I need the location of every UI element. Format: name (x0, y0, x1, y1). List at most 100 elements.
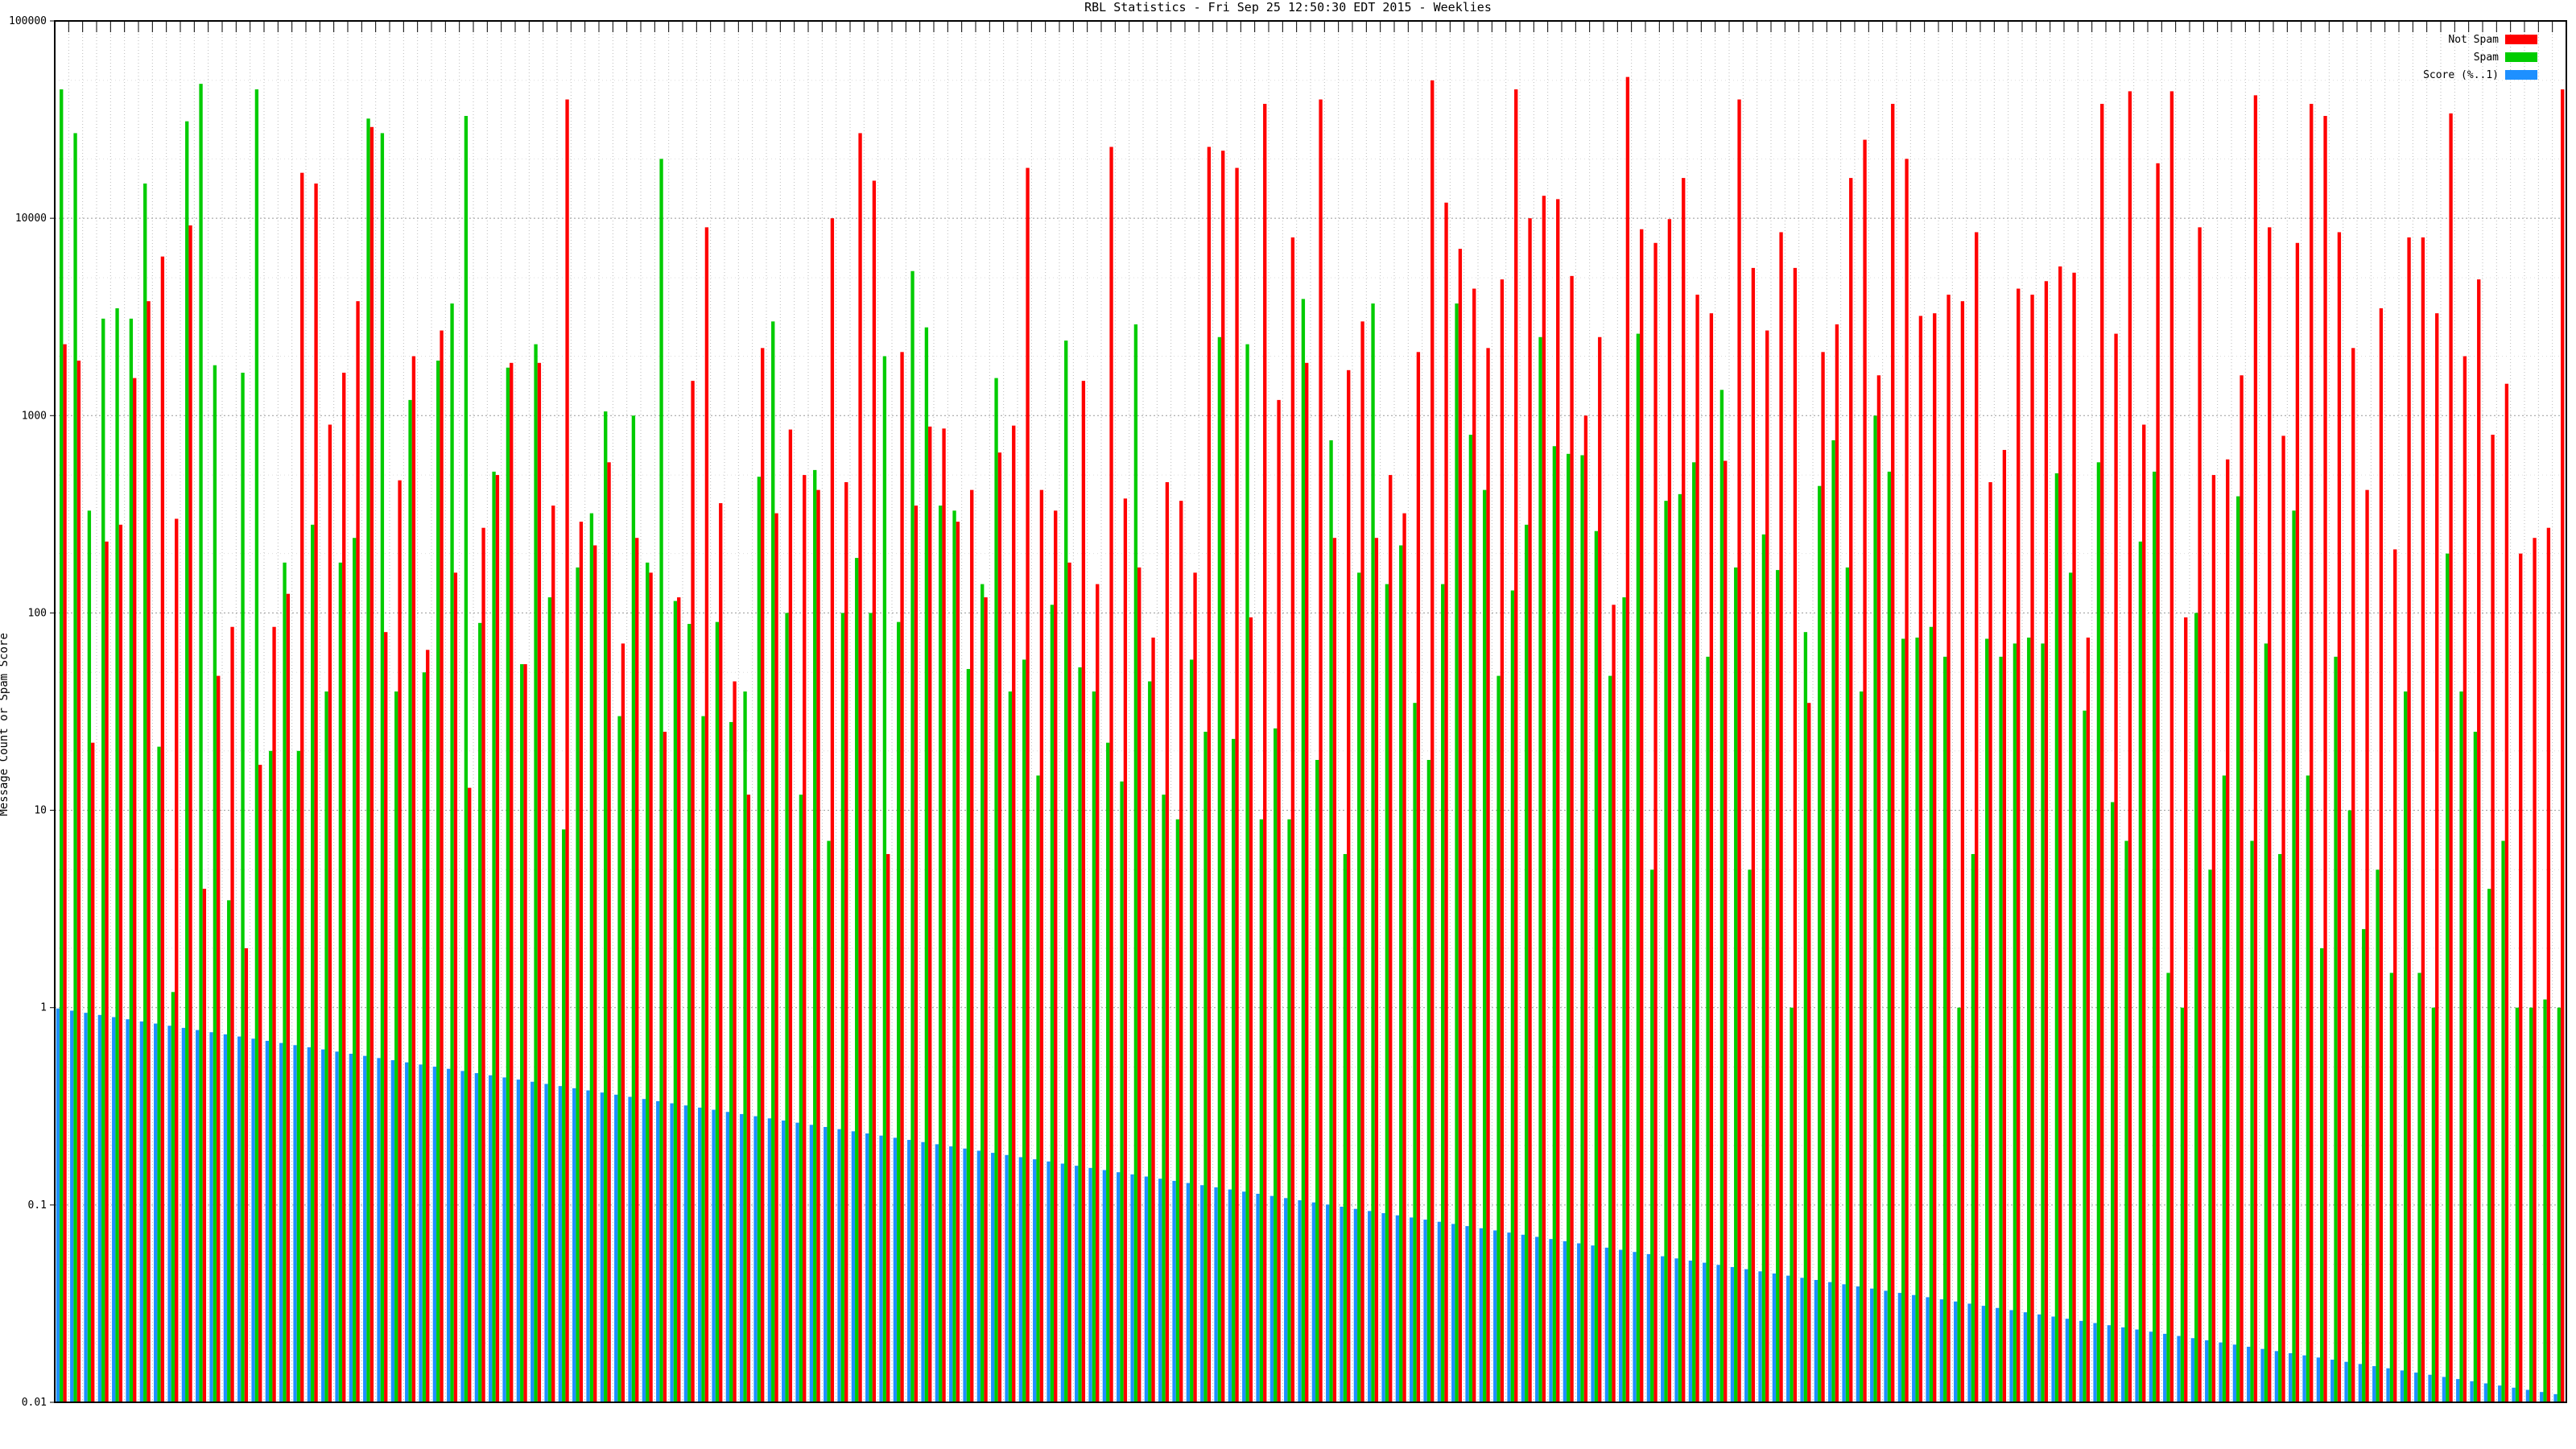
bar-score (2400, 1370, 2405, 1402)
bar-score (1298, 1199, 1302, 1402)
bar-spam (2306, 775, 2310, 1402)
bar-not-spam (510, 362, 514, 1402)
bar-score (1102, 1170, 1107, 1402)
bar-not-spam (2156, 163, 2160, 1403)
bar-score (1186, 1183, 1191, 1402)
bar-score (1856, 1286, 1860, 1402)
bar-not-spam (2546, 527, 2551, 1402)
bar-not-spam (2519, 553, 2523, 1402)
bar-not-spam (1123, 498, 1128, 1402)
bar-spam (869, 613, 873, 1402)
bar-score (279, 1042, 283, 1402)
bar-spam (1343, 853, 1348, 1402)
bar-not-spam (733, 681, 737, 1402)
bar-spam (1929, 626, 1934, 1402)
bar-not-spam (2017, 288, 2021, 1403)
bar-not-spam (76, 360, 81, 1402)
bar-score (1619, 1249, 1623, 1402)
bar-not-spam (677, 597, 681, 1402)
bar-spam (617, 716, 621, 1402)
bar-spam (87, 510, 92, 1402)
bar-series (56, 76, 2565, 1403)
bar-score (474, 1073, 479, 1402)
bar-not-spam (1598, 336, 1602, 1403)
bar-not-spam (1137, 567, 1141, 1402)
bar-score (1368, 1211, 1372, 1402)
bar-not-spam (2128, 91, 2132, 1402)
bar-not-spam (1765, 330, 1769, 1402)
bar-score (181, 1027, 186, 1402)
bar-not-spam (230, 626, 234, 1402)
bar-not-spam (886, 853, 890, 1402)
bar-spam (2027, 638, 2031, 1402)
bar-spam (1664, 501, 1668, 1403)
bar-not-spam (1612, 605, 1616, 1402)
bar-spam (1496, 675, 1501, 1402)
bar-score (1479, 1228, 1484, 1402)
bar-not-spam (2268, 227, 2272, 1402)
bar-spam (1622, 597, 1626, 1402)
legend-label: Not Spam (2448, 34, 2499, 46)
bar-not-spam (2058, 266, 2062, 1402)
bar-spam (1510, 590, 1515, 1402)
bar-score (1046, 1161, 1051, 1402)
bar-score (2483, 1383, 2488, 1402)
bar-not-spam (2379, 308, 2384, 1402)
bar-spam (534, 344, 538, 1402)
bar-not-spam (761, 348, 765, 1402)
bar-not-spam (858, 133, 862, 1403)
bar-spam (2376, 869, 2380, 1402)
bar-score (349, 1053, 353, 1402)
bar-score (2232, 1344, 2237, 1402)
bar-score (2316, 1357, 2321, 1402)
bar-score (1311, 1202, 1316, 1402)
bar-spam (269, 750, 273, 1402)
bar-score (1996, 1307, 2000, 1402)
bar-spam (1901, 638, 1905, 1402)
bar-score (1912, 1294, 1916, 1402)
bar-not-spam (844, 481, 848, 1402)
bar-not-spam (1054, 510, 1058, 1402)
bar-not-spam (1751, 267, 1756, 1402)
bar-not-spam (2435, 313, 2439, 1402)
bar-spam (604, 411, 608, 1402)
bar-not-spam (2044, 281, 2049, 1402)
bar-spam (296, 750, 301, 1402)
bar-spam (1999, 656, 2003, 1402)
bar-spam (1873, 415, 1877, 1403)
bar-not-spam (1779, 232, 1783, 1402)
bar-spam (855, 558, 859, 1402)
bar-spam (1608, 675, 1612, 1402)
bar-score (851, 1131, 856, 1402)
bar-spam (897, 621, 901, 1402)
bar-not-spam (1640, 229, 1644, 1402)
bar-score (600, 1092, 605, 1402)
bar-score (1884, 1290, 1888, 1402)
bar-spam (1748, 869, 1752, 1402)
bar-score (335, 1051, 339, 1402)
bar-not-spam (63, 344, 67, 1402)
bar-spam (1092, 691, 1096, 1402)
bar-spam (241, 372, 245, 1402)
bar-score (139, 1021, 144, 1402)
bar-not-spam (803, 475, 807, 1402)
bar-spam (2208, 869, 2212, 1402)
bar-score (1269, 1195, 1274, 1402)
bar-score (265, 1040, 270, 1402)
bar-spam (1483, 489, 1487, 1402)
bar-score (753, 1116, 758, 1402)
bar-not-spam (1849, 178, 1853, 1403)
bar-spam (143, 183, 147, 1402)
bar-spam (394, 691, 398, 1402)
bar-score (1326, 1204, 1330, 1402)
bar-spam (1860, 691, 1864, 1402)
bar-not-spam (2169, 91, 2174, 1402)
bar-spam (1845, 567, 1850, 1402)
bar-not-spam (2142, 424, 2146, 1402)
bar-score (1633, 1252, 1637, 1402)
bar-spam (1915, 638, 1919, 1402)
bar-not-spam (1528, 218, 1532, 1403)
bar-not-spam (1235, 167, 1239, 1403)
bar-not-spam (1821, 352, 1825, 1403)
bar-spam (771, 321, 775, 1402)
